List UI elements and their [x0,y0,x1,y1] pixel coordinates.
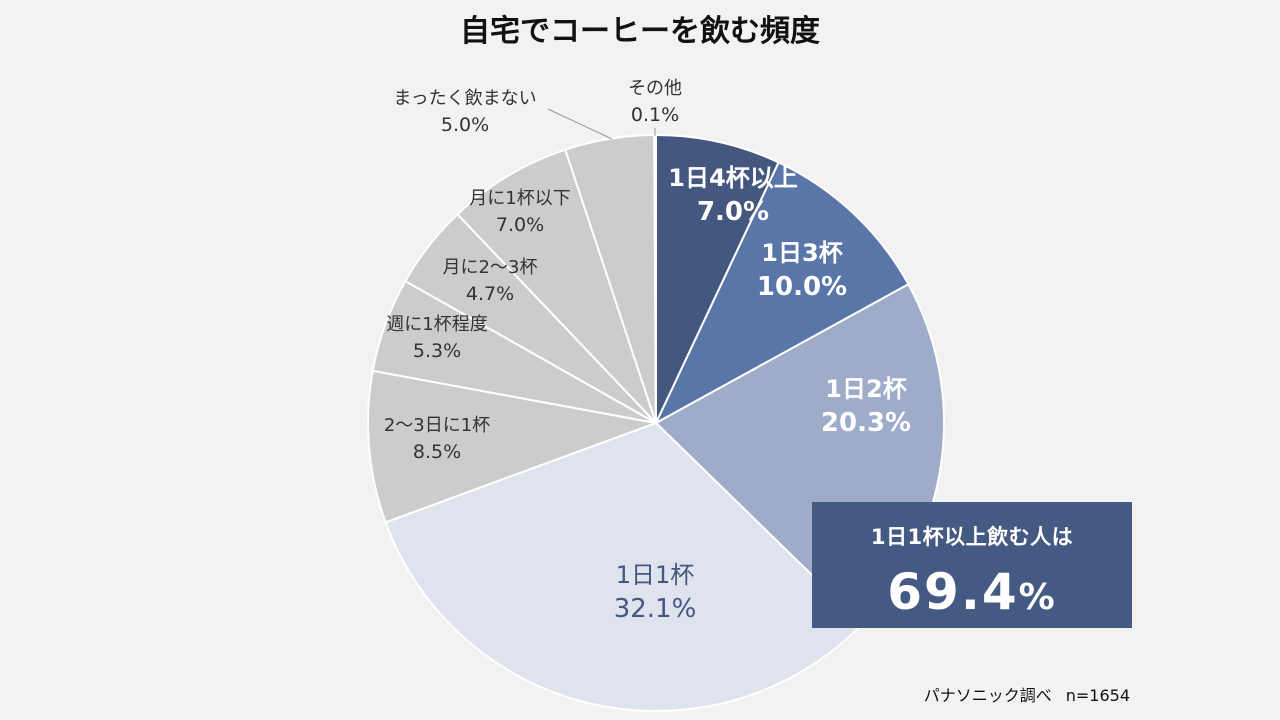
slice-label-name: 1日4杯以上 [668,164,797,192]
source-note: パナソニック調べ n=1654 [924,682,1130,706]
slice-label-value: 7.0% [697,197,769,227]
callout-value: 69.4% [812,563,1132,621]
slice-8 [456,148,657,424]
slice-label-name: 1日3杯 [761,239,842,267]
slice-4 [384,421,864,712]
source-text: パナソニック調べ [923,686,1052,705]
slice-label-value: 5.3% [413,340,461,362]
slice-label-name: まったく飲まない [393,88,536,109]
slice-label-name: その他 [628,78,682,99]
slice-label-value: 10.0% [757,272,847,302]
leader-lines [547,108,656,140]
slice-label-value: 7.0% [496,214,544,236]
slice-2 [653,161,910,426]
slice-label-value: 20.3% [821,408,911,438]
slice-label-value: 0.1% [631,104,679,126]
callout-number: 69.4 [887,563,1019,621]
callout-unit: % [1018,577,1057,618]
chart-title: 自宅でコーヒーを飲む頻度 [460,14,820,49]
pie-slices [367,133,945,712]
slice-label-value: 8.5% [413,441,461,463]
slice-label-value: 4.7% [466,283,514,305]
slice-label-name: 1日1杯 [616,561,695,589]
slice-1 [655,133,780,424]
summary-callout: 1日1杯以上飲む人は 69.4% [812,502,1132,628]
slice-labels: 1日4杯以上 7.0% 1日3杯 10.0% 1日2杯 20.3% 1日1杯 32.1% 2～3… [384,78,911,624]
callout-label: 1日1杯以上飲む人は [870,525,1074,549]
slice-label-name: 2～3日に1杯 [384,415,490,436]
sample-size: n=1654 [1065,686,1130,705]
slice-label-value: 5.0% [441,114,489,136]
slice-label-name: 週に1杯程度 [386,314,487,335]
slice-label-name: 月に2～3杯 [443,257,538,278]
slice-label-name: 1日2杯 [825,375,906,403]
slice-label-value: 32.1% [614,594,697,624]
slice-label-name: 月に1杯以下 [469,188,570,209]
leader-line [547,108,613,140]
slice-5 [367,369,660,524]
